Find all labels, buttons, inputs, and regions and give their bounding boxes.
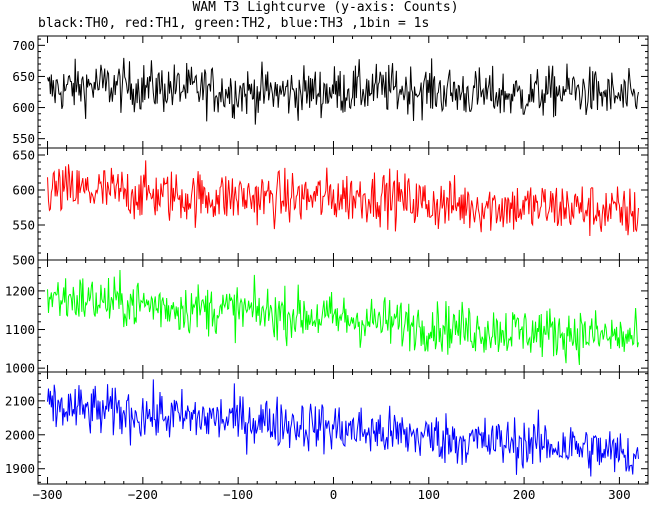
y-tick-label: 1100	[5, 322, 35, 337]
x-tick-label: 100	[417, 487, 440, 502]
panel-th1: 500 550 600 650	[12, 147, 649, 268]
y-tick-label: 500	[12, 253, 35, 268]
y-tick-label: 600	[12, 100, 35, 115]
y-tick-label: 1000	[5, 361, 35, 376]
chart-title: WAM T3 Lightcurve (y-axis: Counts)	[192, 0, 459, 15]
x-tick-label: 300	[608, 487, 631, 502]
series-line-th3	[47, 379, 639, 477]
series-line-th1	[47, 160, 639, 236]
y-tick-label: 650	[12, 69, 35, 84]
x-tick-label: −100	[223, 487, 253, 502]
panel-th3: 1900 2000 2100	[5, 371, 649, 485]
panel-th0: 550 600 650 700	[12, 35, 649, 149]
series-line-th0	[47, 57, 639, 125]
x-tick-label: −200	[128, 487, 158, 502]
y-tick-label: 550	[12, 218, 35, 233]
x-tick-label: 200	[513, 487, 536, 502]
y-tick-label: 650	[12, 148, 35, 163]
y-tick-label: 1900	[5, 461, 35, 476]
y-tick-label: 1200	[5, 283, 35, 298]
chart-subtitle: black:TH0, red:TH1, green:TH2, blue:TH3 …	[38, 16, 430, 31]
y-tick-label: 700	[12, 38, 35, 53]
y-tick-label: 600	[12, 183, 35, 198]
y-tick-label: 2000	[5, 427, 35, 442]
y-tick-label: 550	[12, 131, 35, 146]
series-line-th2	[47, 269, 639, 366]
x-tick-label: 0	[330, 487, 338, 502]
panel-th2: 1000 1100 1200	[5, 259, 649, 376]
x-tick-label: −300	[32, 487, 62, 502]
y-tick-label: 2100	[5, 393, 35, 408]
